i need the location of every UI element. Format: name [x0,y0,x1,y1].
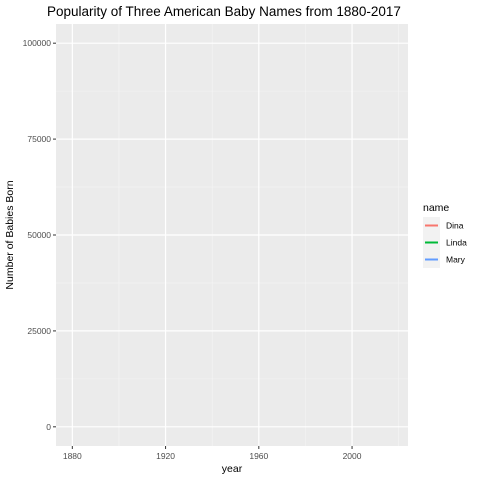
x-tick-label: 1960 [249,451,268,461]
legend-label-linda: Linda [446,238,467,248]
y-tick-label: 100000 [23,38,52,48]
x-tick-label: 2000 [343,451,362,461]
x-tick-label: 1880 [63,451,82,461]
legend-label-mary: Mary [446,255,466,265]
chart-title: Popularity of Three American Baby Names … [47,4,401,19]
x-tick-label: 1920 [156,451,175,461]
y-axis: 0 25000 50000 75000 100000 [23,38,56,432]
major-gridlines [56,24,408,446]
legend-label-dina: Dina [446,221,464,231]
legend: name Dina Linda Mary [423,202,467,268]
legend-title: name [423,202,449,214]
y-tick-label: 50000 [27,230,51,240]
x-axis-title: year [222,463,243,475]
y-tick-label: 25000 [27,326,51,336]
y-tick-label: 0 [46,422,51,432]
x-axis: 1880 1920 1960 2000 [63,446,362,461]
y-axis-title: Number of Babies Born [4,180,16,289]
y-tick-label: 75000 [27,134,51,144]
